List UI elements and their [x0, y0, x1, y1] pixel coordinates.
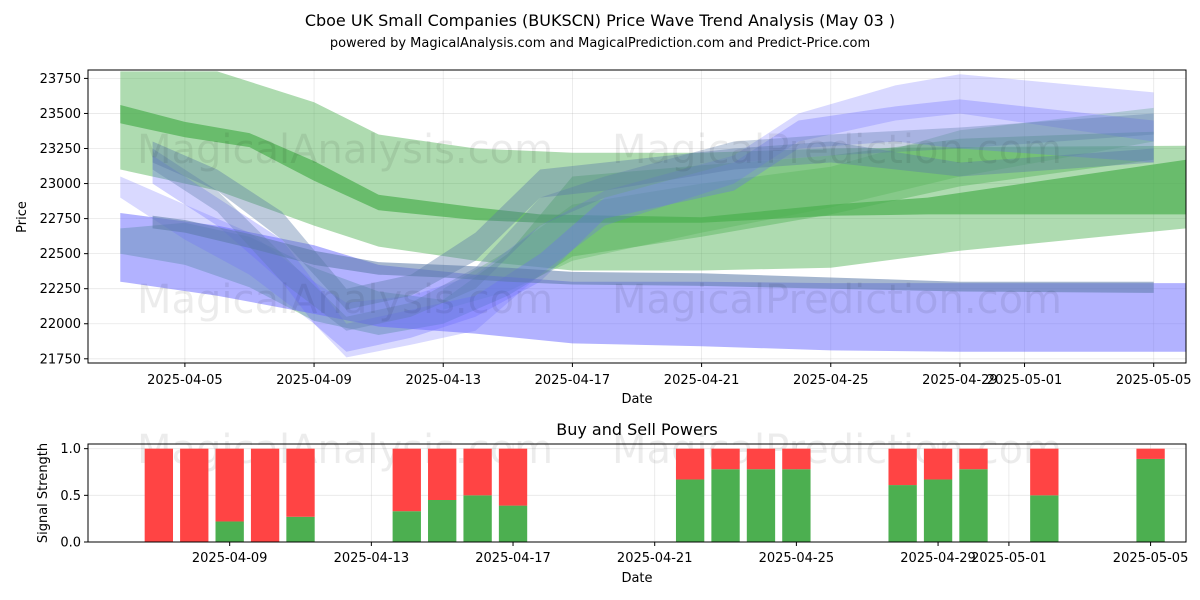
sell-power-bar	[888, 448, 917, 486]
price-y-tick-label: 23750	[40, 72, 81, 87]
powers-y-tick-label: 1.0	[60, 442, 81, 457]
price-x-tick-label: 2025-04-17	[535, 373, 611, 388]
price-y-axis: 21750 22000 22250 22500 22750 23000 23250 23500…	[40, 72, 88, 367]
sell-power-bar	[675, 448, 705, 480]
sell-power-bar	[923, 448, 953, 480]
figure-title-line2: powered by MagicalAnalysis.com and Magic…	[330, 36, 870, 51]
price-x-tick-label: 2025-05-01	[987, 373, 1063, 388]
price-x-tick-label: 2025-04-09	[276, 373, 352, 388]
buy-power-bar	[923, 479, 953, 542]
powers-x-tick-label: 2025-04-29	[900, 551, 976, 566]
price-x-tick-label: 2025-04-05	[147, 373, 223, 388]
wave-band-1	[120, 71, 1186, 271]
sell-power-bar	[463, 448, 492, 496]
price-x-tick-label: 2025-04-25	[793, 373, 869, 388]
sell-power-bar	[711, 448, 740, 470]
powers-y-axis: 0.0 0.5 1.0	[60, 442, 88, 551]
sell-power-bar	[498, 448, 528, 506]
sell-power-bar	[286, 448, 315, 517]
price-y-tick-label: 23000	[40, 177, 81, 192]
sell-power-bar	[392, 448, 421, 512]
sell-power-bar	[215, 448, 244, 522]
sell-power-bar	[180, 448, 209, 542]
price-watermarks: MagicalAnalysis.com MagicalPrediction.co…	[137, 127, 1062, 323]
price-x-axis-label: Date	[621, 392, 652, 407]
buy-sell-powers-chart: Buy and Sell Powers MagicalAnalysis.com …	[36, 420, 1188, 586]
price-wave-bands	[120, 71, 1186, 358]
wave-band-9	[152, 141, 1154, 310]
sell-power-bar	[1030, 448, 1059, 496]
watermark-prediction-mid: MagicalPrediction.com	[612, 277, 1062, 323]
price-y-tick-label: 21750	[40, 352, 81, 367]
buy-power-bar	[959, 469, 988, 542]
buy-power-bar	[463, 495, 492, 542]
powers-x-tick-label: 2025-04-13	[334, 551, 410, 566]
wave-band-8	[152, 215, 1154, 293]
buy-power-bar	[1136, 458, 1165, 542]
powers-y-tick-label: 0.0	[60, 536, 81, 551]
powers-x-tick-label: 2025-04-09	[192, 551, 268, 566]
price-y-tick-label: 22000	[40, 317, 81, 332]
buy-power-bar	[1030, 495, 1059, 542]
wave-band-6	[120, 74, 1154, 358]
price-wave-chart: MagicalAnalysis.com MagicalPrediction.co…	[15, 69, 1191, 407]
sell-power-bar	[959, 448, 988, 470]
powers-title: Buy and Sell Powers	[556, 420, 718, 439]
watermark-analysis-mid: MagicalAnalysis.com	[137, 277, 553, 323]
powers-x-axis: 2025-04-09 2025-04-13 2025-04-17 2025-04-21…	[192, 542, 1188, 566]
watermark-analysis-top: MagicalAnalysis.com	[137, 127, 553, 173]
buy-power-bar	[215, 521, 244, 542]
sell-power-bar	[782, 448, 811, 470]
powers-x-axis-label: Date	[621, 571, 652, 586]
price-y-tick-label: 22500	[40, 247, 81, 262]
wave-band-2	[120, 131, 1154, 335]
buy-power-bar	[746, 469, 776, 542]
buy-power-bar	[428, 500, 457, 542]
price-x-tick-label: 2025-04-13	[405, 373, 481, 388]
buy-power-bar	[782, 469, 811, 542]
price-x-tick-label: 2025-04-29	[922, 373, 998, 388]
powers-x-tick-label: 2025-04-25	[759, 551, 835, 566]
price-x-tick-label: 2025-05-05	[1116, 373, 1192, 388]
sell-power-bar	[250, 448, 280, 542]
buy-power-bar	[675, 479, 705, 542]
wave-band-7	[152, 99, 1154, 352]
wave-band-10	[152, 113, 1154, 331]
powers-x-tick-label: 2025-04-17	[475, 551, 551, 566]
sell-power-bar	[144, 448, 174, 542]
sell-power-bar	[428, 448, 457, 500]
powers-x-tick-label: 2025-04-21	[617, 551, 693, 566]
powers-bars	[144, 448, 1165, 542]
buy-power-bar	[286, 516, 315, 542]
buy-power-bar	[392, 511, 421, 542]
price-x-axis: 2025-04-05 2025-04-09 2025-04-13 2025-04-17…	[147, 363, 1191, 388]
watermark-prediction-top: MagicalPrediction.com	[612, 127, 1062, 173]
powers-x-tick-label: 2025-05-01	[971, 551, 1047, 566]
price-y-tick-label: 23500	[40, 107, 81, 122]
price-y-tick-label: 23250	[40, 142, 81, 157]
sell-power-bar	[1136, 448, 1165, 459]
buy-power-bar	[888, 485, 917, 542]
buy-power-bar	[498, 505, 528, 542]
price-plot-frame	[87, 69, 1187, 364]
wave-band-4	[120, 105, 1186, 223]
price-y-tick-label: 22250	[40, 282, 81, 297]
figure-title-line1: Cboe UK Small Companies (BUKSCN) Price W…	[305, 11, 895, 30]
price-y-axis-label: Price	[15, 201, 30, 233]
sell-power-bar	[746, 448, 776, 470]
price-y-tick-label: 22750	[40, 212, 81, 227]
powers-x-tick-label: 2025-05-05	[1113, 551, 1189, 566]
powers-y-tick-label: 0.5	[60, 489, 81, 504]
buy-power-bar	[711, 469, 740, 542]
powers-plot-frame	[87, 443, 1187, 543]
price-x-tick-label: 2025-04-21	[664, 373, 740, 388]
powers-y-axis-label: Signal Strength	[36, 443, 51, 543]
